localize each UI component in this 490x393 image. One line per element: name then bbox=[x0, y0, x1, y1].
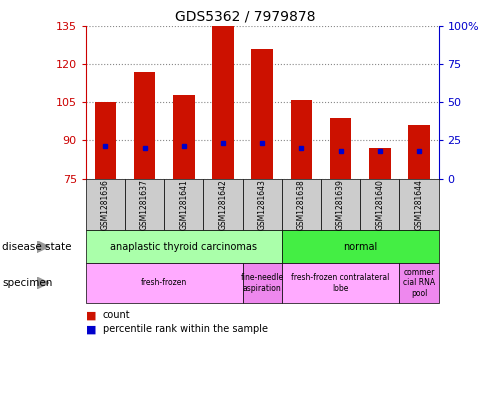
Bar bbox=[369, 148, 391, 179]
Text: GSM1281640: GSM1281640 bbox=[375, 179, 384, 230]
Bar bbox=[95, 102, 116, 179]
Text: anaplastic thyroid carcinomas: anaplastic thyroid carcinomas bbox=[110, 242, 257, 252]
Text: specimen: specimen bbox=[2, 278, 53, 288]
Bar bbox=[291, 99, 312, 179]
Text: GSM1281637: GSM1281637 bbox=[140, 179, 149, 230]
Bar bbox=[173, 94, 195, 179]
Text: GDS5362 / 7979878: GDS5362 / 7979878 bbox=[175, 10, 315, 24]
Text: fresh-frozen contralateral
lobe: fresh-frozen contralateral lobe bbox=[292, 273, 390, 293]
Text: GSM1281638: GSM1281638 bbox=[297, 179, 306, 230]
Text: GSM1281639: GSM1281639 bbox=[336, 179, 345, 230]
Text: percentile rank within the sample: percentile rank within the sample bbox=[103, 324, 268, 334]
Text: commer
cial RNA
pool: commer cial RNA pool bbox=[403, 268, 435, 298]
Text: ■: ■ bbox=[86, 310, 96, 320]
Text: GSM1281641: GSM1281641 bbox=[179, 179, 188, 230]
Bar bbox=[408, 125, 430, 179]
Text: disease state: disease state bbox=[2, 242, 72, 252]
Polygon shape bbox=[37, 241, 49, 252]
Bar bbox=[212, 26, 234, 179]
Text: ■: ■ bbox=[86, 324, 96, 334]
Text: GSM1281636: GSM1281636 bbox=[101, 179, 110, 230]
Text: GSM1281642: GSM1281642 bbox=[219, 179, 227, 230]
Polygon shape bbox=[37, 277, 49, 289]
Text: GSM1281643: GSM1281643 bbox=[258, 179, 267, 230]
Text: fine-needle
aspiration: fine-needle aspiration bbox=[241, 273, 284, 293]
Bar bbox=[134, 72, 155, 179]
Bar bbox=[330, 118, 351, 179]
Text: GSM1281644: GSM1281644 bbox=[415, 179, 423, 230]
Text: fresh-frozen: fresh-frozen bbox=[141, 279, 187, 287]
Bar bbox=[251, 48, 273, 179]
Text: normal: normal bbox=[343, 242, 377, 252]
Text: count: count bbox=[103, 310, 130, 320]
